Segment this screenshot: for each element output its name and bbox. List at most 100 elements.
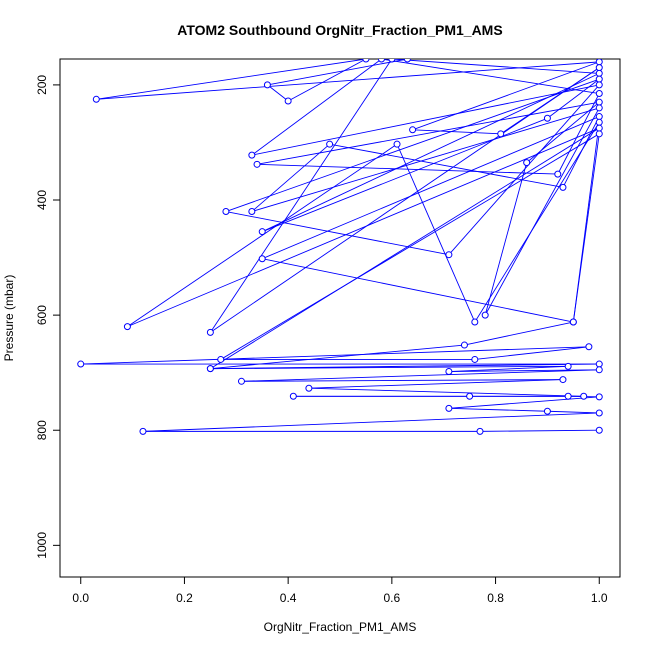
x-tick-label: 0.0 bbox=[72, 591, 89, 605]
data-point bbox=[377, 59, 385, 63]
series-segment bbox=[308, 387, 584, 397]
data-point bbox=[248, 151, 256, 159]
data-point bbox=[92, 95, 100, 103]
series-segment bbox=[251, 84, 600, 156]
x-tick-label: 0.2 bbox=[176, 591, 193, 605]
data-point bbox=[559, 183, 567, 191]
data-point bbox=[388, 59, 396, 63]
series-segment bbox=[241, 369, 600, 382]
x-tick-label: 0.4 bbox=[280, 591, 297, 605]
data-point bbox=[248, 208, 256, 216]
data-point bbox=[595, 118, 603, 126]
y-tick-label: 200 bbox=[35, 75, 49, 95]
x-tick-label: 0.6 bbox=[384, 591, 401, 605]
series-segment bbox=[251, 59, 382, 156]
series-segment bbox=[225, 211, 449, 256]
data-point bbox=[595, 75, 603, 83]
data-point bbox=[595, 124, 603, 132]
data-point bbox=[585, 343, 593, 351]
series-segment bbox=[412, 129, 501, 135]
data-point bbox=[595, 409, 603, 417]
data-point bbox=[559, 376, 567, 384]
data-point bbox=[326, 140, 334, 148]
y-tick-label: 400 bbox=[35, 190, 49, 210]
y-tick-label: 1000 bbox=[35, 532, 49, 559]
series-segment bbox=[448, 369, 600, 372]
series-segment bbox=[209, 59, 393, 333]
data-point bbox=[460, 341, 468, 349]
data-point bbox=[569, 318, 577, 326]
series-segment bbox=[262, 72, 600, 233]
x-axis-label: OrgNitr_Fraction_PM1_AMS bbox=[264, 620, 417, 634]
series-segment bbox=[210, 365, 569, 370]
data-point bbox=[595, 69, 603, 77]
series-segment bbox=[267, 84, 289, 102]
series-segment bbox=[547, 78, 600, 119]
data-point bbox=[237, 377, 245, 385]
data-point bbox=[445, 251, 453, 259]
series-segment bbox=[257, 163, 558, 175]
series-segment bbox=[262, 116, 600, 260]
series-segment bbox=[127, 127, 600, 328]
series-segment bbox=[225, 78, 600, 212]
data-point bbox=[263, 81, 271, 89]
data-point bbox=[580, 392, 588, 400]
data-point bbox=[595, 81, 603, 89]
series-segment bbox=[474, 122, 600, 323]
series-segment bbox=[220, 133, 600, 360]
series-segment bbox=[142, 412, 600, 432]
data-point bbox=[471, 318, 479, 326]
data-point bbox=[595, 130, 603, 138]
series-segment bbox=[210, 127, 600, 370]
series-segment bbox=[241, 379, 563, 382]
data-point bbox=[206, 365, 214, 373]
data-point bbox=[409, 126, 417, 134]
y-axis: 200 400 600 800 1000 bbox=[35, 75, 61, 559]
data-point bbox=[554, 170, 562, 178]
series-segment bbox=[464, 321, 574, 346]
series-layer bbox=[77, 59, 603, 435]
data-point bbox=[206, 328, 214, 336]
data-point bbox=[595, 64, 603, 72]
data-point bbox=[595, 113, 603, 121]
data-point bbox=[305, 384, 313, 392]
data-point bbox=[445, 404, 453, 412]
data-point bbox=[481, 311, 489, 319]
data-point bbox=[523, 159, 531, 167]
data-point bbox=[471, 355, 479, 363]
series-segment bbox=[210, 344, 465, 370]
series-segment bbox=[262, 117, 548, 233]
data-point bbox=[123, 323, 131, 331]
series-segment bbox=[80, 346, 589, 365]
chart-title: ATOM2 Southbound OrgNitr_Fraction_PM1_AM… bbox=[177, 22, 502, 38]
data-point bbox=[595, 426, 603, 434]
series-segment bbox=[381, 59, 600, 94]
series-segment bbox=[127, 143, 398, 328]
data-point bbox=[564, 362, 572, 370]
series-segment bbox=[484, 107, 600, 316]
x-tick-label: 0.8 bbox=[487, 591, 504, 605]
y-tick-label: 800 bbox=[35, 420, 49, 440]
data-point bbox=[595, 393, 603, 401]
series-segment bbox=[557, 93, 600, 175]
data-point bbox=[595, 98, 603, 106]
data-point bbox=[466, 392, 474, 400]
series-segment bbox=[526, 101, 600, 163]
data-point bbox=[258, 255, 266, 263]
data-point bbox=[564, 392, 572, 400]
data-point bbox=[217, 355, 225, 363]
data-point bbox=[362, 59, 370, 63]
data-point bbox=[543, 114, 551, 122]
data-point bbox=[497, 130, 505, 138]
series-segment bbox=[448, 396, 600, 409]
series-segment bbox=[96, 59, 366, 100]
data-point bbox=[595, 90, 603, 98]
series-segment bbox=[308, 379, 563, 389]
x-tick-label: 1.0 bbox=[591, 591, 608, 605]
data-point bbox=[476, 427, 484, 435]
y-axis-label: Pressure (mbar) bbox=[2, 275, 16, 362]
series-segment bbox=[251, 107, 600, 212]
data-point bbox=[222, 208, 230, 216]
data-point bbox=[139, 427, 147, 435]
